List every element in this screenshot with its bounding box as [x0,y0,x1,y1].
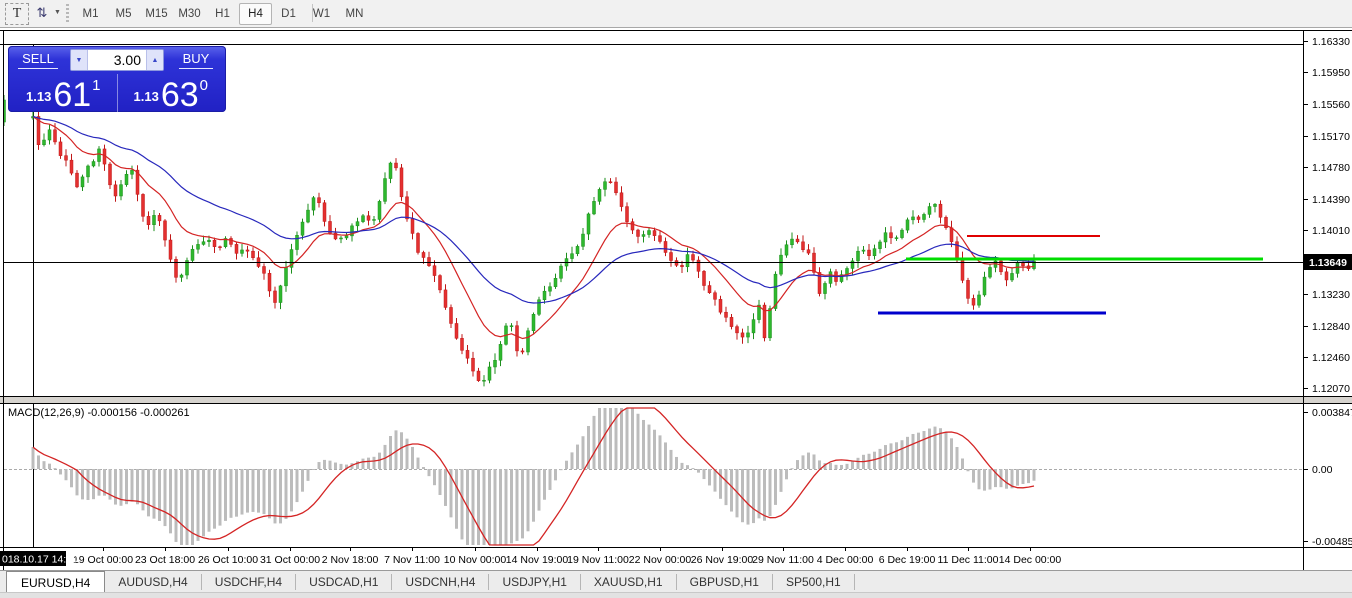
time-tick-label: 4 Dec 00:00 [817,554,874,566]
price-tick-label: 1.14390 [1312,194,1350,206]
timeframe-button-w1[interactable]: W1 [312,8,331,20]
sell-button[interactable]: SELL [8,46,68,74]
price-tick-label: 1.12460 [1312,352,1350,364]
time-tick-label: 19 Nov 11:00 [567,554,629,566]
macd-histogram [31,407,1036,546]
ask-price[interactable]: 1.13 63 0 [116,74,225,114]
toolbar: T ⇅ ▼ M1 M5 M15 M30 H1 H4 D1 W1 MN [0,0,1352,28]
price-tick-label: 1.13230 [1312,289,1350,301]
time-tick-label: 23 Oct 18:00 [135,554,195,566]
time-tick-label: 26 Nov 19:00 [691,554,754,566]
time-tick-label: 19 Oct 00:00 [73,554,133,566]
bid-prefix: 1.13 [26,89,52,104]
time-tick-label: 11 Dec 11:00 [938,554,999,566]
crosshair-date-value: 018.10.17 14:00 [2,554,78,566]
timeframe-button-h4[interactable]: H4 [239,3,272,25]
current-price-value: 1.13649 [1309,257,1347,269]
chart-tab-bar: EURUSD,H4 AUDUSD,H4 USDCHF,H4 USDCAD,H1 USDC… [0,570,1352,593]
volume-input[interactable]: 3.00 [113,52,141,68]
time-tick-label: 22 Nov 00:00 [629,554,692,566]
time-tick-label: 14 Nov 19:00 [506,554,569,566]
price-tick-label: 1.16330 [1312,36,1350,48]
bid-price[interactable]: 1.13 61 1 [10,74,117,112]
volume-box: ▼ 3.00 ▲ [70,49,164,71]
time-tick-label: 6 Dec 19:00 [879,554,936,566]
one-click-trading-panel: SELL ▼ 3.00 ▲ BUY 1.13 61 1 1.13 [8,46,226,112]
ask-pip-digit: 0 [199,77,208,94]
timeframe-button-h1[interactable]: H1 [215,8,230,20]
buy-button-label: BUY [178,51,214,69]
price-tick-label: 1.14010 [1312,225,1350,237]
chart-tab-usdjpyh1[interactable]: USDJPY,H1 [489,574,581,590]
buy-button[interactable]: BUY [166,46,226,74]
timeframe-button-d1[interactable]: D1 [281,8,296,20]
chart-tab-usdcadh1[interactable]: USDCAD,H1 [296,574,393,590]
macd-indicator-label: MACD(12,26,9) -0.000156 -0.000261 [8,407,190,419]
chart-tab-eurusdh4[interactable]: EURUSD,H4 [6,571,106,593]
macd-tick-label: 0.00 [1312,464,1333,476]
timeframe-button-m5[interactable]: M5 [115,8,132,20]
price-tick-label: 1.14780 [1312,162,1350,174]
candles-layer [4,95,1036,387]
price-tick-label: 1.15170 [1312,131,1350,143]
macd-tick-label: 0.003847 [1312,407,1352,419]
ask-prefix: 1.13 [133,89,159,104]
chart-tab-usdcnhh4[interactable]: USDCNH,H4 [392,574,490,590]
price-chart-canvas[interactable]: 1.16330 1.15950 1.15560 1.15170 1.14780 1.143… [0,30,1352,570]
ask-big-digits: 63 [160,76,199,114]
macd-tick-label: -0.004856 [1312,536,1352,548]
crosshair-date-label [0,551,66,566]
arrows-tool-icon[interactable]: ⇅ [36,5,48,20]
volume-decrease-button[interactable]: ▼ [71,50,88,70]
time-tick-label: 26 Oct 10:00 [198,554,258,566]
chart-window: ▲ EURUSD,H4 1.13600 1.13620 1.13594 1.13… [0,28,1352,570]
chart-tab-sp500h1[interactable]: SP500,H1 [773,574,855,590]
price-tick-label: 1.15560 [1312,99,1350,111]
volume-increase-button[interactable]: ▲ [146,50,163,70]
time-tick-label: 7 Nov 11:00 [384,554,440,566]
chart-tab-usdchfh4[interactable]: USDCHF,H4 [202,574,297,590]
timeframe-toolbar: M1 M5 M15 M30 H1 H4 D1 W1 MN [74,3,371,25]
ma-slow-line [32,115,1035,304]
chart-tab-audusdh4[interactable]: AUDUSD,H4 [105,574,202,590]
time-tick-label: 31 Oct 00:00 [260,554,320,566]
time-tick-label: 2 Nov 18:00 [322,554,379,566]
chart-tab-gbpusdh1[interactable]: GBPUSD,H1 [677,574,773,590]
current-price-label [1303,254,1352,270]
chevron-down-icon[interactable]: ▼ [54,9,61,16]
time-tick-label: 29 Nov 11:00 [752,554,814,566]
time-scale[interactable]: 19 Oct 00:00 23 Oct 18:00 26 Oct 10:00 31 O… [0,547,1061,566]
timeframe-button-m15[interactable]: M15 [145,8,168,20]
timeframe-button-m30[interactable]: M30 [178,8,201,20]
ma-fast-line [32,116,1035,340]
time-tick-label: 10 Nov 00:00 [444,554,507,566]
text-tool-button[interactable]: T [5,3,29,25]
toolbar-separator [312,4,313,22]
chart-tab-xauusdh1[interactable]: XAUUSD,H1 [581,574,677,590]
timeframe-button-m1[interactable]: M1 [82,8,99,20]
price-scale[interactable]: 1.16330 1.15950 1.15560 1.15170 1.14780 1.143… [1296,36,1352,548]
macd-signal-line [32,407,1035,546]
toolbar-grip[interactable] [66,4,69,22]
bid-big-digits: 61 [53,76,92,114]
price-tick-label: 1.12070 [1312,383,1350,395]
bid-pip-digit: 1 [92,77,101,94]
pane-divider[interactable] [0,397,1352,403]
price-tick-label: 1.15950 [1312,67,1350,79]
price-tick-label: 1.12840 [1312,321,1350,333]
sell-button-label: SELL [18,51,58,69]
window-bottom-edge [0,592,1352,598]
timeframe-button-mn[interactable]: MN [345,8,364,20]
time-tick-label: 14 Dec 00:00 [999,554,1062,566]
